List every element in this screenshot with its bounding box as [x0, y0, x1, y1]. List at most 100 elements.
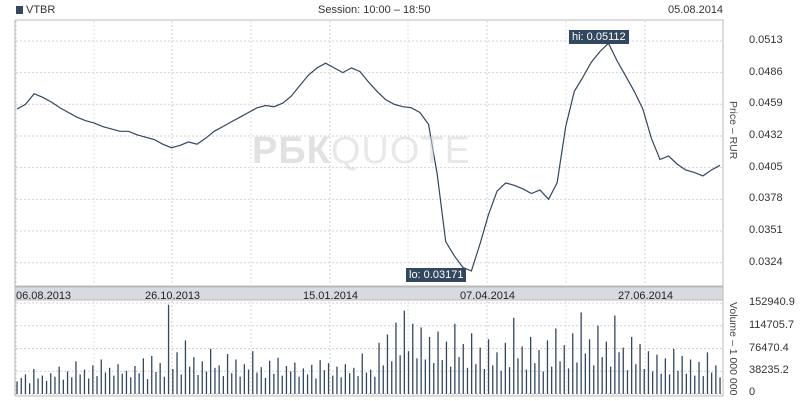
- volume-bar: [365, 372, 368, 394]
- volume-bar: [685, 373, 687, 394]
- volume-bar: [639, 344, 641, 394]
- x-tick-label: 26.10.2013: [145, 290, 201, 302]
- volume-bar: [458, 357, 460, 394]
- volume-bar: [277, 357, 279, 394]
- volume-bar: [340, 377, 342, 394]
- volume-tick-label: 114705.7: [749, 318, 795, 331]
- volume-bar: [269, 360, 271, 394]
- volume-bar: [559, 361, 561, 394]
- volume-bar: [706, 352, 709, 394]
- volume-bar: [689, 359, 692, 394]
- volume-bar: [441, 360, 443, 394]
- volume-bar: [466, 367, 469, 394]
- volume-bar: [54, 376, 56, 394]
- volume-bar: [294, 362, 296, 394]
- volume-bar: [306, 374, 309, 394]
- volume-bar: [104, 372, 107, 394]
- volume-bar: [601, 357, 603, 394]
- price-tick-label: 0.0486: [749, 65, 783, 78]
- volume-bar: [386, 334, 389, 394]
- volume-bar: [285, 366, 288, 394]
- volume-bar: [83, 369, 86, 394]
- volume-bar: [201, 361, 203, 394]
- volume-bar: [715, 365, 717, 394]
- volume-bar: [210, 348, 212, 394]
- volume-bar: [681, 355, 683, 394]
- price-tick-label: 0.0432: [749, 128, 783, 141]
- volume-bar: [113, 375, 115, 394]
- x-tick-label: 27.06.2014: [618, 290, 674, 302]
- volume-bar: [420, 327, 422, 394]
- volume-bar: [626, 370, 629, 394]
- volume-bar: [382, 365, 384, 394]
- volume-bar: [332, 375, 334, 394]
- volume-bar: [530, 336, 532, 394]
- volume-bar: [378, 342, 380, 394]
- volume-bar: [664, 358, 666, 394]
- price-tick-label: 0.0513: [749, 33, 783, 46]
- volume-bar: [29, 383, 31, 394]
- volume-bar: [517, 358, 519, 394]
- volume-bar: [643, 369, 645, 394]
- ticker-square-icon: [16, 6, 23, 14]
- volume-bar: [580, 312, 582, 394]
- volume-bar: [610, 366, 612, 394]
- x-tick-label: 07.04.2014: [460, 290, 516, 302]
- volume-bar: [391, 361, 393, 394]
- volume-bar: [264, 377, 267, 394]
- ticker-label: VTBR: [16, 4, 55, 16]
- volume-bar: [281, 375, 283, 394]
- volume-bar: [563, 345, 565, 394]
- date-axis-band: [14, 286, 724, 301]
- volume-bar: [572, 333, 574, 394]
- volume-bar: [298, 376, 300, 394]
- volume-bar: [471, 333, 473, 394]
- session-label: Session: 10:00 – 18:50: [318, 4, 431, 16]
- volume-bar: [33, 369, 35, 394]
- volume-bar: [677, 370, 679, 394]
- volume-bar: [555, 328, 557, 394]
- volume-bar: [273, 373, 275, 394]
- volume-bar: [159, 363, 161, 394]
- volume-bar: [260, 367, 262, 394]
- volume-bar: [146, 379, 149, 394]
- volume-bar: [323, 370, 325, 394]
- volume-bar: [504, 342, 506, 394]
- volume-bar: [218, 365, 220, 394]
- volume-bar: [327, 363, 330, 394]
- volume-bar: [235, 359, 237, 394]
- price-line: [16, 42, 721, 272]
- volume-bar: [521, 346, 523, 394]
- volume-bar: [92, 365, 94, 394]
- lo-annotation: lo: 0.03171: [406, 268, 467, 282]
- volume-bar: [656, 354, 658, 394]
- price-tick-label: 0.0405: [749, 160, 783, 173]
- volume-bar: [45, 380, 48, 394]
- volume-bar: [193, 357, 195, 394]
- volume-bar: [184, 340, 187, 394]
- hi-annotation: hi: 0.05112: [569, 30, 629, 44]
- price-tick-label: 0.0459: [749, 97, 783, 110]
- volume-bar: [142, 358, 144, 394]
- volume-bar: [256, 372, 258, 394]
- volume-bar: [622, 347, 624, 394]
- price-tick-label: 0.0324: [749, 255, 783, 268]
- volume-bar: [370, 369, 372, 394]
- volume-bar: [597, 325, 599, 394]
- volume-bar: [399, 355, 401, 394]
- volume-bar: [79, 374, 81, 394]
- volume-bar: [445, 341, 448, 394]
- volume-bar: [151, 355, 153, 394]
- volume-bar: [344, 364, 346, 394]
- volume-bar: [50, 373, 52, 394]
- ticker-text: VTBR: [26, 4, 56, 16]
- volume-bar: [315, 378, 317, 394]
- volume-bar: [500, 370, 502, 394]
- x-tick-label: 06.08.2013: [16, 290, 72, 302]
- volume-bar: [416, 358, 418, 394]
- volume-bar: [41, 375, 43, 394]
- volume-bar: [349, 373, 351, 394]
- volume-panel-frame: [14, 299, 724, 397]
- volume-bar: [492, 365, 494, 394]
- volume-bar: [311, 364, 313, 394]
